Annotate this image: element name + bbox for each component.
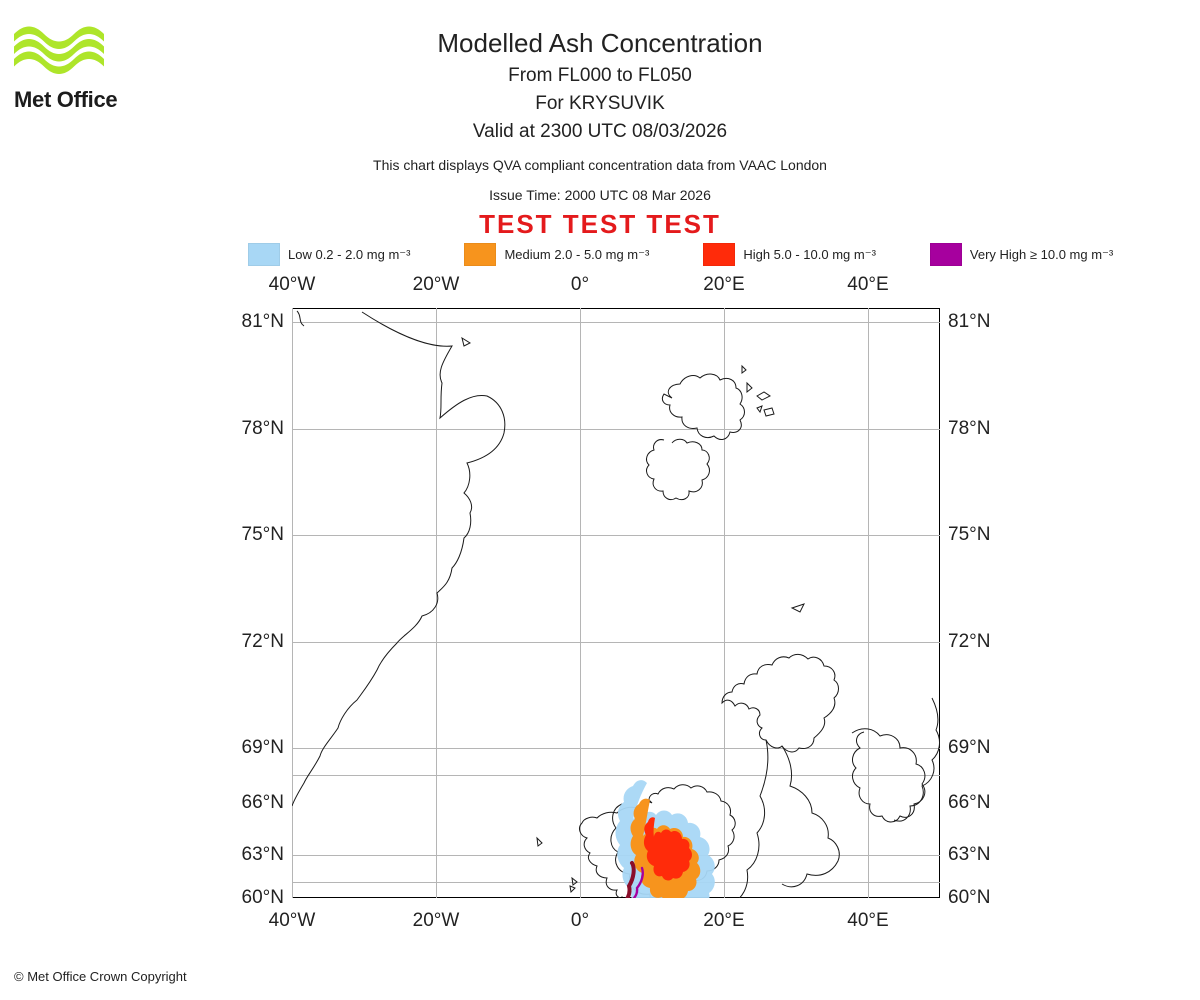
compliance-text: This chart displays QVA compliant concen… — [0, 157, 1200, 173]
issue-time-text: Issue Time: 2000 UTC 08 Mar 2026 — [0, 187, 1200, 203]
test-banner-text: TEST TEST TEST — [0, 209, 1200, 240]
axis-left-3: 72°N — [222, 631, 284, 653]
ash-concentration-map[interactable]: 40°W 20°W 0° 20°E 40°E 40°W 20°W 0° 20°E… — [292, 308, 940, 898]
axis-left-6: 63°N — [222, 844, 284, 866]
axis-bottom-3: 20°E — [703, 910, 744, 932]
modelled-ash-concentration-chart: Met Office Modelled Ash Concentration Fr… — [0, 0, 1200, 1000]
legend-swatch-medium — [464, 243, 496, 266]
axis-top-4: 40°E — [847, 274, 888, 296]
axis-right-7: 60°N — [948, 887, 1010, 909]
concentration-legend: Low 0.2 - 2.0 mg m⁻³ Medium 2.0 - 5.0 mg… — [248, 243, 1180, 266]
legend-swatch-high — [703, 243, 735, 266]
legend-item-high: High 5.0 - 10.0 mg m⁻³ — [703, 243, 876, 266]
axis-top-2: 0° — [571, 274, 589, 296]
axis-left-4: 69°N — [222, 737, 284, 759]
description-block: This chart displays QVA compliant concen… — [0, 157, 1200, 250]
axis-bottom-4: 40°E — [847, 910, 888, 932]
axis-top-3: 20°E — [703, 274, 744, 296]
axis-left-7: 60°N — [222, 887, 284, 909]
axis-right-3: 72°N — [948, 631, 1010, 653]
axis-right-4: 69°N — [948, 737, 1010, 759]
legend-item-very-high: Very High ≥ 10.0 mg m⁻³ — [930, 243, 1113, 266]
axis-left-5: 66°N — [222, 792, 284, 814]
axis-bottom-1: 20°W — [413, 910, 460, 932]
axis-top-0: 40°W — [269, 274, 316, 296]
header-block: Modelled Ash Concentration From FL000 to… — [0, 28, 1200, 143]
axis-bottom-2: 0° — [571, 910, 589, 932]
legend-swatch-very-high — [930, 243, 962, 266]
legend-label-high: High 5.0 - 10.0 mg m⁻³ — [743, 247, 876, 263]
page-title: Modelled Ash Concentration — [0, 28, 1200, 59]
header-subtitle-0: From FL000 to FL050 — [0, 65, 1200, 87]
legend-item-low: Low 0.2 - 2.0 mg m⁻³ — [248, 243, 410, 266]
header-subtitle-2: Valid at 2300 UTC 08/03/2026 — [0, 121, 1200, 143]
legend-swatch-low — [248, 243, 280, 266]
header-subtitle-1: For KRYSUVIK — [0, 93, 1200, 115]
axis-right-1: 78°N — [948, 418, 1010, 440]
footer-copyright: © Met Office Crown Copyright — [14, 969, 187, 984]
axis-right-5: 66°N — [948, 792, 1010, 814]
legend-label-very-high: Very High ≥ 10.0 mg m⁻³ — [970, 247, 1113, 263]
axis-left-1: 78°N — [222, 418, 284, 440]
ash-concentration-plume — [292, 308, 940, 898]
legend-label-low: Low 0.2 - 2.0 mg m⁻³ — [288, 247, 410, 263]
legend-label-medium: Medium 2.0 - 5.0 mg m⁻³ — [504, 247, 649, 263]
axis-left-2: 75°N — [222, 524, 284, 546]
legend-item-medium: Medium 2.0 - 5.0 mg m⁻³ — [464, 243, 649, 266]
axis-left-0: 81°N — [222, 311, 284, 333]
axis-right-0: 81°N — [948, 311, 1010, 333]
axis-bottom-0: 40°W — [269, 910, 316, 932]
axis-top-1: 20°W — [413, 274, 460, 296]
axis-right-2: 75°N — [948, 524, 1010, 546]
axis-right-6: 63°N — [948, 844, 1010, 866]
